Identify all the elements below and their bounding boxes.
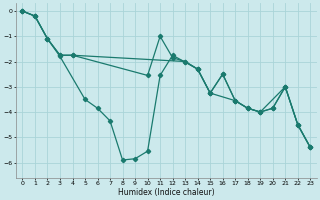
X-axis label: Humidex (Indice chaleur): Humidex (Indice chaleur) bbox=[118, 188, 215, 197]
